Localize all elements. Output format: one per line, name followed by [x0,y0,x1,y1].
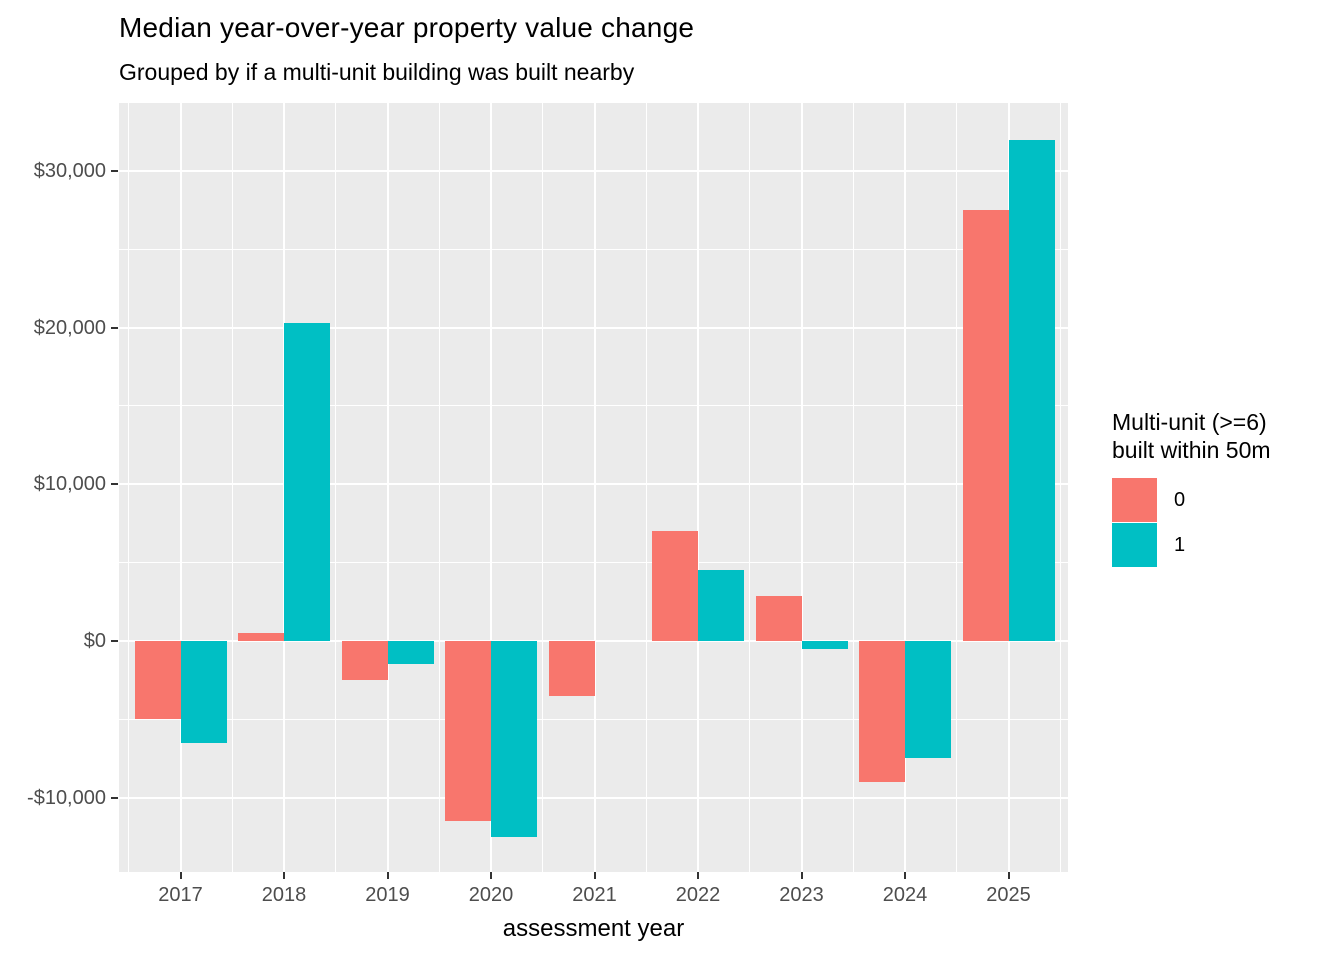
y-tick-label: -$10,000 [27,786,106,809]
legend-title-line-1: Multi-unit (>=6) [1112,409,1267,435]
legend-key-1: 1 [1112,523,1271,567]
gridline-x-minor [231,103,233,872]
x-tick-label: 2019 [365,884,410,906]
gridline-x-minor [335,103,337,872]
gridline-x-minor [128,103,130,872]
bar-2018-0 [238,633,284,641]
legend-swatch-1 [1112,523,1157,567]
chart-title: Median year-over-year property value cha… [119,12,695,43]
x-tick-mark [386,872,389,879]
y-tick-mark [111,483,118,486]
x-tick-mark [904,872,906,879]
y-tick-mark [111,796,118,799]
gridline-x-minor [645,103,647,872]
gridline-x-major [697,103,699,872]
x-tick-label: 2021 [572,884,617,906]
y-tick-label: $30,000 [33,159,106,182]
gridline-x-minor [1059,103,1061,872]
gridline-x-major [386,103,389,872]
legend-key-0: 0 [1112,478,1271,522]
gridline-x-minor [542,103,544,872]
x-tick-mark [490,872,492,879]
chart-subtitle: Grouped by if a multi-unit building was … [119,59,635,85]
bar-2023-0 [755,595,802,641]
gridline-x-minor [438,103,440,872]
bar-2022-1 [698,570,744,641]
x-tick-mark [593,872,596,879]
x-tick-label: 2024 [882,884,928,906]
bar-2019-0 [341,640,388,681]
x-tick-label: 2025 [986,884,1031,906]
legend-title: Multi-unit (>=6) built within 50m [1112,408,1271,464]
x-tick-mark [1007,872,1010,879]
x-tick-label: 2020 [468,884,514,906]
x-tick-label: 2017 [158,884,203,906]
x-tick-mark [697,872,699,879]
bar-2024-1 [905,640,951,759]
x-axis-title: assessment year [502,915,685,942]
gridline-x-major [490,103,492,872]
gridline-x-major [800,103,803,872]
x-tick-mark [283,872,285,879]
y-tick-mark [111,169,118,172]
bar-2024-0 [859,640,905,782]
bar-2020-1 [491,640,537,837]
legend-title-line-2: built within 50m [1112,437,1271,463]
y-tick-label: $0 [83,629,106,652]
gridline-x-minor [749,103,751,872]
gridline-x-minor [852,103,854,872]
y-tick-label: $10,000 [33,473,106,496]
bar-2017-0 [134,640,181,720]
x-tick-label: 2018 [261,884,307,906]
bar-2018-1 [284,322,330,641]
bar-2019-1 [387,640,434,665]
gridline-x-major [593,103,596,872]
y-tick-label: $20,000 [33,316,106,339]
x-tick-label: 2022 [675,884,721,906]
x-tick-mark [179,872,182,879]
legend-key-label: 0 [1174,488,1186,511]
legend-swatch-0 [1112,478,1157,522]
bar-2017-1 [180,640,227,743]
plot-panel [119,103,1068,872]
gridline-x-major [179,103,182,872]
gridline-x-minor [956,103,958,872]
x-tick-label: 2023 [779,884,824,906]
gridline-x-major [904,103,906,872]
y-tick-mark [111,326,118,329]
bar-2023-1 [801,640,848,649]
bar-2025-0 [962,210,1009,641]
x-tick-mark [800,872,803,879]
bar-2021-0 [548,640,595,696]
bar-2020-0 [445,640,491,822]
bar-2025-1 [1008,139,1055,641]
legend-key-label: 1 [1174,533,1186,556]
y-tick-mark [111,639,118,642]
bar-2022-0 [652,531,698,641]
